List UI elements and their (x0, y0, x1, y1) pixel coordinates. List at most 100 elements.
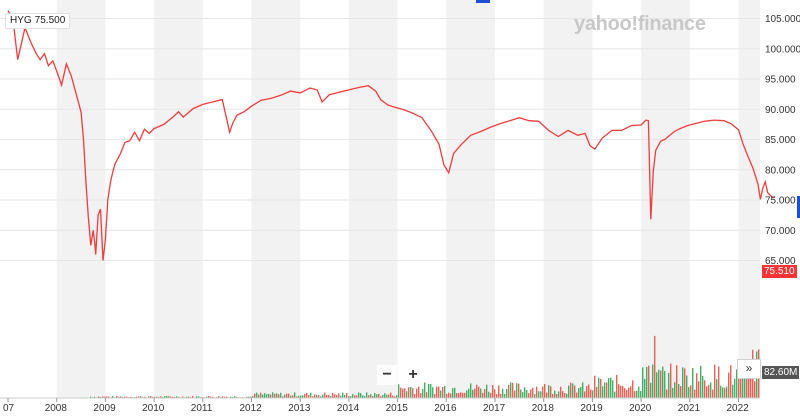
volume-bar (748, 369, 750, 398)
volume-bar (574, 385, 576, 398)
y-tick-label: 95.000 (765, 75, 796, 86)
volume-bar (504, 393, 506, 398)
volume-bar (694, 389, 696, 398)
volume-bar (498, 385, 500, 398)
volume-bar (698, 381, 700, 398)
volume-bar (434, 393, 436, 398)
volume-bar (312, 396, 314, 398)
volume-bar (594, 375, 596, 398)
volume-bar (510, 382, 512, 398)
side-indicator[interactable] (797, 196, 800, 218)
volume-bar (556, 393, 558, 398)
volume-bar (332, 392, 334, 398)
volume-bar (442, 386, 444, 398)
volume-bar (732, 384, 734, 398)
volume-bar (506, 388, 508, 398)
volume-bar (352, 394, 354, 398)
volume-bar (264, 393, 266, 398)
volume-bar (286, 393, 288, 398)
volume-bar (414, 394, 416, 398)
volume-bar (536, 386, 538, 398)
volume-bar (344, 394, 346, 398)
volume-bar (456, 393, 458, 398)
volume-bar (254, 393, 256, 398)
volume-bar (684, 368, 686, 398)
year-band (641, 0, 690, 398)
volume-bar (744, 364, 746, 398)
volume-bar (448, 392, 450, 398)
x-tick-label: 2011 (191, 403, 213, 414)
volume-bar (282, 396, 284, 398)
x-tick-label: 07 (3, 403, 15, 414)
volume-bar (232, 396, 234, 398)
y-tick-label: 80.000 (765, 165, 796, 176)
volume-bar (156, 396, 158, 398)
x-tick-label: 2008 (45, 403, 68, 414)
volume-bar (632, 380, 634, 398)
volume-bar (130, 396, 132, 398)
volume-bar (186, 396, 188, 398)
volume-bar (98, 396, 100, 398)
volume-bar (586, 385, 588, 398)
volume-bar (488, 391, 490, 398)
scroll-right-button[interactable]: » (737, 359, 761, 379)
volume-bar (360, 393, 362, 398)
volume-bar (390, 392, 392, 398)
price-line (7, 10, 776, 261)
volume-bar (566, 393, 568, 398)
volume-bar (522, 392, 524, 398)
volume-bar (260, 392, 262, 398)
volume-bar (454, 387, 456, 398)
volume-bar (610, 377, 612, 398)
volume-bar (280, 392, 282, 398)
volume-bar (270, 394, 272, 398)
volume-bar (728, 372, 730, 398)
volume-bar (590, 389, 592, 398)
volume-bar (262, 394, 264, 398)
volume-bar (558, 391, 560, 398)
volume-bar (94, 396, 96, 398)
volume-bar (152, 396, 154, 398)
volume-bar (308, 395, 310, 398)
volume-bar (562, 391, 564, 398)
volume-bar (450, 393, 452, 398)
volume-bar (640, 391, 642, 398)
volume-bar (508, 384, 510, 398)
volume-bar (692, 368, 694, 398)
volume-bar (584, 391, 586, 398)
x-axis-ticks: 07 2008 2009 2010 2011 2012 2013 2014 2015 2016 20… (3, 398, 749, 414)
volume-bar (396, 395, 398, 398)
year-band (348, 0, 398, 398)
volume-bar (710, 382, 712, 398)
yahoo-finance-watermark: yahoo!finance (574, 13, 706, 35)
volume-bar (546, 392, 548, 398)
volume-bar (372, 396, 374, 398)
volume-bar (526, 389, 528, 398)
volume-bar (368, 395, 370, 398)
volume-bar (718, 366, 720, 398)
volume-bar (708, 384, 710, 398)
volume-bar (598, 377, 600, 398)
x-tick-label: 2019 (580, 403, 603, 414)
volume-bar (478, 386, 480, 398)
volume-bar (614, 391, 616, 398)
volume-bar (400, 387, 402, 398)
volume-bar (362, 395, 364, 398)
volume-bar (382, 394, 384, 398)
zoom-in-button[interactable]: + (403, 365, 423, 385)
volume-bar (172, 396, 174, 398)
volume-bar (320, 396, 322, 398)
volume-bar (252, 396, 254, 398)
volume-bar (746, 365, 748, 398)
zoom-out-button[interactable]: − (377, 365, 397, 385)
volume-bar (356, 395, 358, 398)
volume-bar (306, 392, 308, 398)
volume-bar (540, 391, 542, 398)
volume-bar (444, 385, 446, 398)
volume-bar (304, 393, 306, 398)
volume-bar (298, 395, 300, 398)
volume-bar (742, 365, 744, 398)
volume-bar (106, 396, 108, 398)
volume-bar (226, 396, 228, 398)
